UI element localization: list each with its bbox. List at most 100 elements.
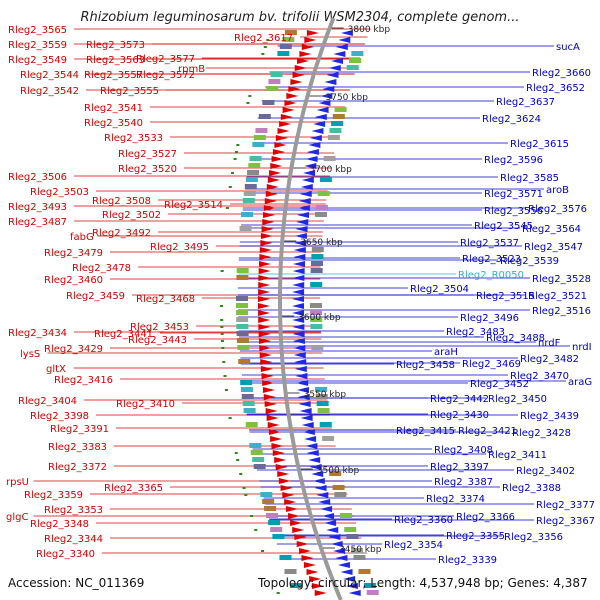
feature-block	[236, 310, 249, 315]
gene-label-right: Rleg2_3354	[384, 540, 443, 551]
feature-block	[268, 79, 281, 84]
gene-label-left: Rleg2_3544	[20, 70, 79, 81]
gene-label-right: Rleg2_3442	[430, 394, 489, 405]
feature-block	[236, 275, 249, 280]
gene-arrow-forward	[266, 415, 279, 421]
gene-label-right: Rleg2_3470	[510, 371, 569, 382]
gene-arrow-forward	[258, 331, 271, 337]
gene-label-left: Rleg2_3563	[86, 55, 145, 66]
gene-label-right: Rleg2_3523	[462, 254, 521, 265]
gene-label-left: Rleg2_3527	[118, 149, 177, 160]
gene-arrow-forward	[270, 163, 283, 169]
gene-label-left: Rleg2_3404	[18, 396, 77, 407]
feature-block	[279, 44, 292, 49]
gene-label-left: Rleg2_3383	[48, 442, 107, 453]
gene-arrow-reverse	[294, 233, 307, 239]
gc-mark	[222, 361, 226, 363]
gene-arrow-reverse	[292, 289, 305, 295]
feature-block	[262, 100, 275, 105]
gene-arrow-forward	[267, 177, 280, 183]
gene-arrow-reverse	[343, 576, 356, 582]
gc-mark	[250, 515, 254, 517]
gene-arrow-reverse	[330, 541, 343, 547]
gene-label-right: Rleg2_3528	[532, 274, 591, 285]
kbp-tick-label: 3700 kbp	[309, 165, 352, 175]
gene-label-right: Rleg2_3458	[396, 360, 455, 371]
gene-label-left: Rleg2_3434	[8, 328, 67, 339]
gene-arrow-forward	[264, 198, 277, 204]
gene-arrow-reverse	[306, 149, 319, 155]
gene-label-left: Rleg2_3557	[84, 70, 143, 81]
gene-label-right: Rleg2_3496	[460, 313, 519, 324]
gene-label-left: Rleg2_3503	[30, 187, 89, 198]
feature-block	[236, 268, 249, 273]
feature-block	[315, 212, 328, 217]
gene-arrow-reverse	[294, 240, 307, 246]
feature-block	[310, 268, 323, 273]
feature-block	[334, 492, 347, 497]
gene-arrow-reverse	[337, 562, 350, 568]
gene-arrow-reverse	[331, 58, 344, 64]
gene-label-left: Rleg2_3372	[48, 462, 107, 473]
feature-block	[272, 534, 285, 539]
feature-block	[277, 51, 290, 56]
gene-arrow-reverse	[293, 345, 306, 351]
gene-arrow-reverse	[305, 156, 318, 162]
gene-label-right: araG	[568, 377, 592, 388]
gene-arrow-forward	[288, 513, 301, 519]
feature-block	[279, 555, 292, 560]
gene-arrow-forward	[275, 464, 288, 470]
feature-block	[242, 401, 255, 406]
feature-block	[266, 513, 279, 518]
gene-arrow-reverse	[294, 359, 307, 365]
feature-block	[329, 471, 342, 476]
feature-block	[244, 184, 257, 189]
gene-arrow-forward	[290, 79, 303, 85]
gene-label-left: Rleg2_3541	[84, 103, 143, 114]
feature-block	[319, 177, 332, 182]
feature-block	[242, 198, 255, 203]
feature-block	[252, 142, 265, 147]
gene-label-right: nrdF	[538, 338, 561, 349]
gene-label-right: Rleg2_3355	[446, 531, 505, 542]
gene-arrow-forward	[258, 282, 271, 288]
gene-arrow-reverse	[333, 51, 346, 57]
kbp-tick-label: 3500 kbp	[317, 466, 360, 476]
gene-label-right: Rleg2_3377	[536, 500, 595, 511]
gene-arrow-reverse	[292, 282, 305, 288]
gene-label-right: Rleg2_3367	[536, 516, 595, 527]
gene-arrow-reverse	[322, 513, 335, 519]
gene-label-right: Rleg2_3408	[434, 445, 493, 456]
gene-label-left: Rleg2_3459	[66, 291, 125, 302]
gene-label-left: Rleg2_3577	[136, 54, 195, 65]
gc-mark	[233, 158, 237, 160]
gene-arrow-reverse	[292, 331, 305, 337]
gene-arrow-forward	[266, 184, 279, 190]
gc-mark	[242, 487, 246, 489]
gene-arrow-forward	[259, 254, 272, 260]
accession-label: Accession: NC_011369	[8, 576, 145, 590]
feature-block	[366, 590, 379, 595]
gene-arrow-reverse	[340, 569, 353, 575]
gene-arrow-reverse	[297, 394, 310, 400]
gene-label-left: rpmB	[178, 64, 205, 75]
gene-arrow-forward	[258, 296, 271, 302]
gene-arrow-reverse	[303, 170, 316, 176]
feature-block	[236, 317, 249, 322]
gene-label-left: Rleg2_3443	[128, 335, 187, 346]
gene-arrow-forward	[294, 65, 307, 71]
feature-block	[334, 107, 347, 112]
gene-label-right: Rleg2_3624	[482, 114, 541, 125]
gc-mark	[261, 53, 265, 55]
gene-arrow-forward	[282, 492, 295, 498]
gene-label-left: Rleg2_3573	[86, 40, 145, 51]
gene-arrow-forward	[261, 226, 274, 232]
gene-arrow-forward	[265, 191, 278, 197]
feature-block	[245, 177, 258, 182]
gene-arrow-forward	[258, 261, 271, 267]
gene-label-right: Rleg2_3615	[510, 139, 569, 150]
feature-block	[240, 387, 253, 392]
gene-arrow-forward	[259, 247, 272, 253]
gene-arrow-reverse	[302, 429, 315, 435]
gene-label-right: aroB	[546, 185, 569, 196]
